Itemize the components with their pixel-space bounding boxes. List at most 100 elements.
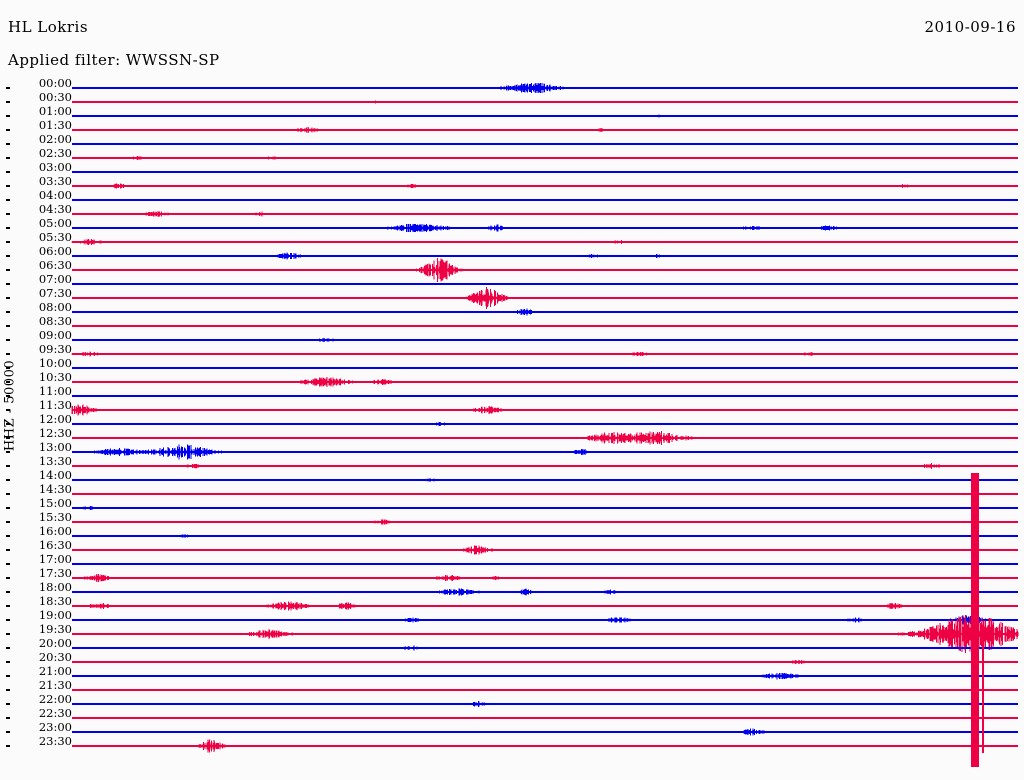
axis-tick [6, 549, 10, 551]
helicorder-row: 08:30 [0, 314, 1024, 333]
helicorder-row: 03:30 [0, 174, 1024, 193]
axis-tick [6, 731, 10, 733]
row-time-label: 20:30 [38, 650, 72, 664]
seismic-trace [71, 388, 1018, 432]
row-time-label: 04:30 [38, 202, 72, 216]
axis-tick [6, 451, 10, 453]
axis-tick [6, 507, 10, 509]
helicorder-row: 05:30 [0, 230, 1024, 249]
row-time-label: 18:30 [38, 594, 72, 608]
axis-tick [6, 591, 10, 593]
helicorder-row: 23:30 [0, 734, 1024, 753]
row-time-label: 09:00 [38, 328, 72, 342]
axis-tick [6, 367, 10, 369]
helicorder-row: 18:30 [0, 594, 1024, 613]
axis-tick [6, 465, 10, 467]
row-time-label: 01:00 [38, 104, 72, 118]
axis-tick [6, 255, 10, 257]
seismic-trace [72, 402, 1018, 446]
helicorder-plot: 00:00 00:30 01:00 01:30 02:00 02:30 03:00 03:30… [0, 72, 1024, 772]
axis-tick [6, 129, 10, 131]
helicorder-row: 15:30 [0, 510, 1024, 529]
row-time-label: 22:00 [38, 692, 72, 706]
helicorder-row: 00:30 [0, 90, 1024, 109]
seismic-trace [72, 640, 1018, 684]
helicorder-row: 19:30 [0, 614, 1024, 654]
row-time-label: 11:00 [38, 384, 72, 398]
seismic-trace [72, 542, 1018, 586]
row-time-label: 16:30 [38, 538, 72, 552]
seismic-trace [72, 234, 1018, 278]
axis-tick [6, 717, 10, 719]
helicorder-row: 22:00 [0, 692, 1024, 711]
axis-tick [6, 381, 10, 383]
seismic-trace [72, 136, 1018, 180]
helicorder-row: 01:00 [0, 104, 1024, 123]
seismic-trace [72, 696, 1018, 740]
seismic-trace [72, 122, 1018, 166]
axis-tick [6, 633, 10, 635]
axis-tick [6, 325, 10, 327]
row-time-label: 03:00 [38, 160, 72, 174]
seismic-trace [72, 430, 1018, 474]
seismic-trace [72, 374, 1018, 418]
seismic-trace [72, 486, 1018, 530]
axis-tick [6, 171, 10, 173]
applied-filter-label: Applied filter: WWSSN-SP [8, 51, 220, 69]
row-time-label: 01:30 [38, 118, 72, 132]
helicorder-row: 00:00 [0, 76, 1024, 95]
row-time-label: 05:30 [38, 230, 72, 244]
row-time-label: 02:30 [38, 146, 72, 160]
axis-tick [6, 297, 10, 299]
row-time-label: 02:00 [38, 132, 72, 146]
helicorder-row: 11:30 [0, 398, 1024, 417]
seismic-trace [72, 150, 1018, 194]
seismic-trace [72, 570, 1018, 614]
axis-tick [6, 479, 10, 481]
helicorder-row: 06:30 [0, 258, 1024, 282]
axis-tick [6, 353, 10, 355]
seismic-trace [71, 332, 1018, 376]
seismic-trace [72, 318, 1018, 362]
helicorder-row: 02:00 [0, 132, 1024, 151]
row-time-label: 07:30 [38, 286, 72, 300]
seismic-trace [72, 556, 1018, 600]
row-time-label: 08:00 [38, 300, 72, 314]
axis-tick [6, 409, 10, 411]
axis-tick [6, 675, 10, 677]
row-time-label: 23:30 [38, 734, 72, 748]
row-time-label: 19:30 [38, 622, 72, 636]
helicorder-row: 12:30 [0, 426, 1024, 445]
row-time-label: 10:30 [38, 370, 72, 384]
row-time-label: 04:00 [38, 188, 72, 202]
axis-tick [6, 703, 10, 705]
axis-tick [6, 101, 10, 103]
seismic-trace [72, 626, 1018, 670]
seismic-trace [72, 206, 1018, 250]
seismic-trace [72, 724, 1018, 768]
row-time-label: 08:30 [38, 314, 72, 328]
axis-tick [6, 577, 10, 579]
row-time-label: 13:00 [38, 440, 72, 454]
seismic-trace [71, 220, 1018, 264]
axis-tick [6, 745, 10, 747]
seismic-trace [72, 276, 1018, 320]
row-time-label: 07:00 [38, 272, 72, 286]
row-time-label: 06:30 [38, 258, 72, 272]
axis-tick [6, 143, 10, 145]
seismic-trace [72, 444, 1018, 488]
row-time-label: 10:00 [38, 356, 72, 370]
axis-tick [6, 619, 10, 621]
helicorder-row: 07:30 [0, 286, 1024, 309]
row-time-label: 06:00 [38, 244, 72, 258]
axis-tick [6, 521, 10, 523]
seismic-trace [72, 472, 1018, 516]
seismic-trace [72, 528, 1018, 572]
row-time-label: 13:30 [38, 454, 72, 468]
major-event-tail-line [982, 627, 985, 753]
row-time-label: 15:00 [38, 496, 72, 510]
axis-tick [6, 227, 10, 229]
seismic-trace [72, 248, 1018, 292]
helicorder-row: 06:00 [0, 244, 1024, 263]
helicorder-row: 21:30 [0, 678, 1024, 697]
